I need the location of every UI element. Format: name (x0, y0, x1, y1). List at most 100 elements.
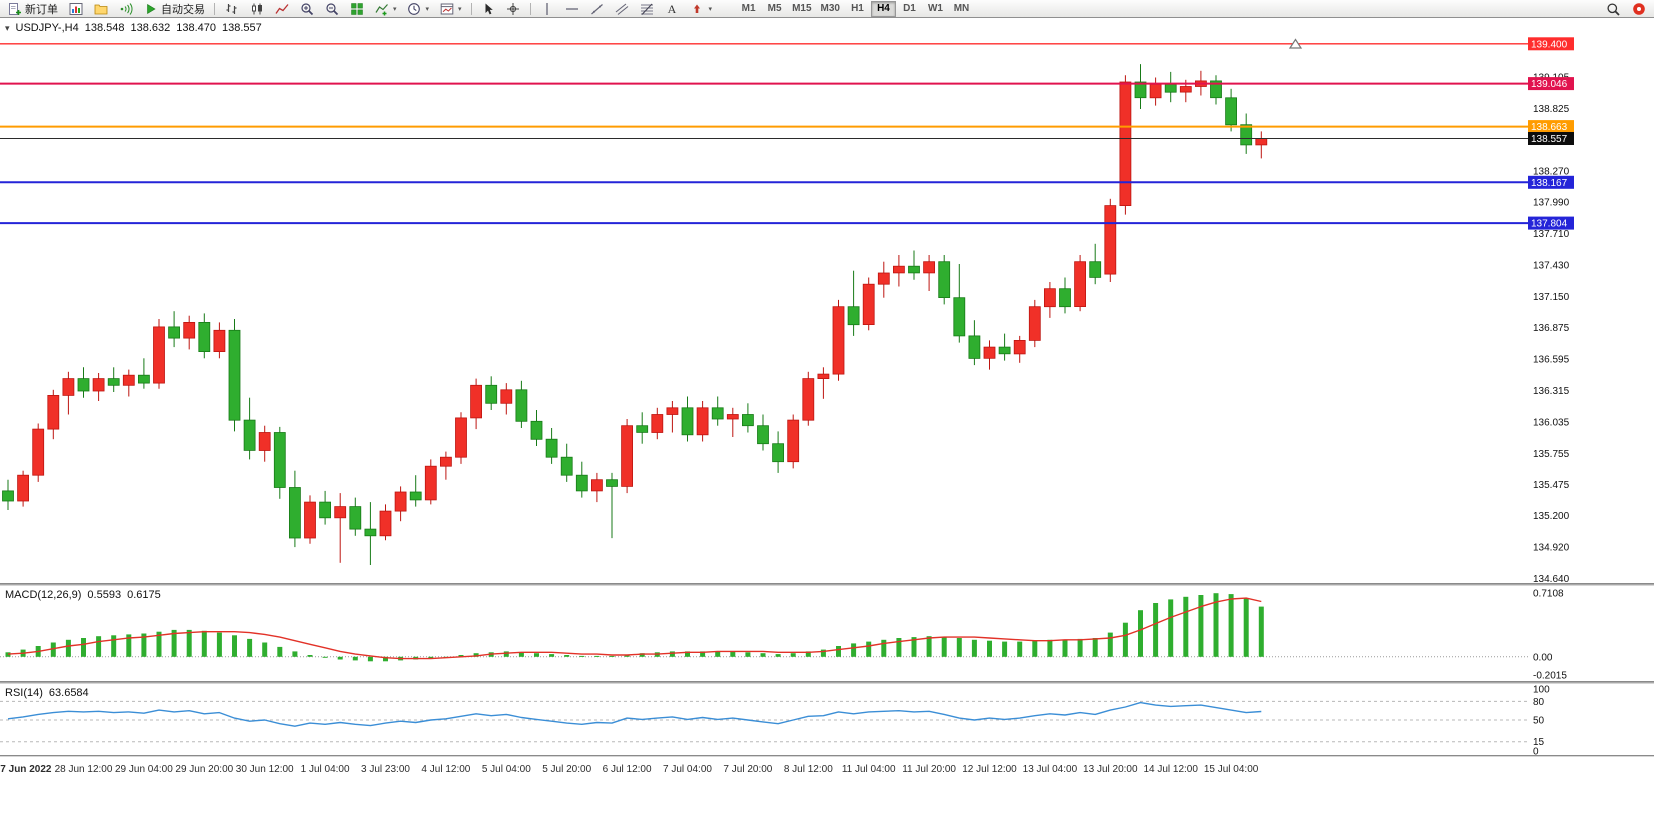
chart-shift-marker[interactable] (1288, 38, 1303, 49)
price-tag: 137.804 (1528, 216, 1574, 230)
candlestick-chart-button[interactable] (245, 1, 268, 17)
trendline-button[interactable] (586, 1, 609, 17)
macd-histogram (5, 593, 1264, 662)
macd-name: MACD(12,26,9) (5, 589, 82, 601)
macd-signal-line (7, 597, 1262, 660)
svg-text:137.990: 137.990 (1533, 198, 1570, 209)
crosshair-button[interactable] (502, 1, 525, 17)
time-label: 13 Jul 20:00 (1083, 764, 1138, 775)
svg-text:135.755: 135.755 (1533, 449, 1570, 460)
fibonacci-icon (640, 1, 655, 16)
rsi-line (7, 701, 1262, 727)
line-chart-button[interactable] (270, 1, 293, 17)
indicators-icon (374, 1, 389, 16)
auto-trading-button[interactable]: 自动交易 (139, 1, 209, 17)
svg-text:-0.2015: -0.2015 (1533, 670, 1567, 681)
toolbar-separator (214, 2, 215, 15)
timeframe-button-w1[interactable]: W1 (923, 1, 948, 17)
dropdown-caret-icon: ▾ (393, 5, 397, 13)
svg-text:138.167: 138.167 (1531, 178, 1568, 189)
main-chart-canvas[interactable]: 139.105138.825138.270137.990137.710137.4… (0, 18, 1654, 586)
time-label: 11 Jul 20:00 (902, 764, 956, 775)
clock-icon (407, 1, 422, 16)
svg-text:137.710: 137.710 (1533, 229, 1570, 240)
svg-text:134.640: 134.640 (1533, 574, 1570, 583)
time-label: 5 Jul 04:00 (481, 764, 531, 775)
tile-windows-button[interactable] (345, 1, 368, 17)
timeframe-button-m5[interactable]: M5 (762, 1, 787, 17)
arrows-button[interactable]: ▾ (686, 1, 717, 17)
indicators-button[interactable]: ▾ (370, 1, 401, 17)
hline-objects[interactable]: 139.400 139.046 138.663 138.167 137.804 (0, 37, 1574, 230)
template-icon (439, 1, 454, 16)
time-label: 14 Jul 12:00 (1143, 764, 1198, 775)
price-tag: 138.557 (1528, 132, 1574, 145)
rsi-name: RSI(14) (5, 687, 43, 699)
timeframe-button-h1[interactable]: H1 (845, 1, 870, 17)
chart-window-button[interactable] (64, 1, 87, 17)
timeframe-button-m1[interactable]: M1 (736, 1, 761, 17)
macd-canvas[interactable]: 0.7108 0.00 -0.2015 (0, 586, 1654, 681)
svg-text:A: A (668, 2, 677, 16)
svg-text:0.7108: 0.7108 (1533, 589, 1564, 600)
collapse-chart-arrow-icon[interactable]: ▾ (5, 22, 10, 33)
time-label: 29 Jun 20:00 (175, 764, 234, 775)
new-order-button[interactable]: 新订单 (3, 1, 62, 17)
toolbar-right-icons (1601, 1, 1651, 17)
pane-divider[interactable] (0, 755, 1654, 757)
time-label: 3 Jul 23:00 (361, 764, 410, 775)
fibonacci-button[interactable] (636, 1, 659, 17)
dropdown-caret-icon: ▾ (708, 5, 713, 13)
search-icon (1605, 1, 1620, 16)
horizontal-line-button[interactable] (561, 1, 584, 17)
tile-windows-icon (349, 1, 364, 16)
time-axis[interactable]: 27 Jun 2022 28 Jun 12:00 29 Jun 04:00 29 Ju… (0, 757, 1654, 782)
pane-divider[interactable] (0, 583, 1654, 586)
svg-text:100: 100 (1533, 685, 1550, 696)
profiles-button[interactable] (89, 1, 112, 17)
notification-icon[interactable] (1631, 1, 1646, 16)
timeframe-button-d1[interactable]: D1 (897, 1, 922, 17)
svg-text:138.270: 138.270 (1533, 166, 1570, 177)
time-label: 27 Jun 2022 (0, 764, 52, 775)
arrow-object-icon (690, 1, 705, 16)
search-button[interactable] (1601, 1, 1624, 17)
main-chart-pane[interactable]: 139.105138.825138.270137.990137.710137.4… (0, 18, 1654, 586)
svg-text:134.920: 134.920 (1533, 543, 1570, 554)
time-label: 15 Jul 04:00 (1203, 764, 1259, 775)
svg-text:50: 50 (1533, 716, 1545, 727)
rsi-pane[interactable]: 100 80 50 15 0 RSI(14) 63.6584 (0, 684, 1654, 758)
price-axis[interactable]: 139.105138.825138.270137.990137.710137.4… (1533, 73, 1570, 586)
timeframe-button-h4[interactable]: H4 (870, 0, 896, 17)
svg-text:136.315: 136.315 (1533, 386, 1570, 397)
cursor-button[interactable] (477, 1, 500, 17)
text-label-icon: A (665, 1, 680, 16)
time-label: 29 Jun 04:00 (114, 764, 173, 775)
macd-signal-value: 0.6175 (127, 589, 161, 601)
text-button[interactable]: A (661, 1, 684, 17)
toolbar-separator (470, 2, 472, 15)
macd-axis[interactable]: 0.7108 0.00 -0.2015 (1533, 589, 1567, 682)
periods-button[interactable]: ▾ (403, 1, 434, 17)
timeframe-button-m15[interactable]: M15 (788, 1, 815, 17)
vertical-line-icon (540, 1, 555, 16)
pane-divider[interactable] (0, 681, 1654, 684)
channel-button[interactable] (611, 1, 634, 17)
chart-open-value: 138.548 (84, 22, 125, 34)
svg-text:135.200: 135.200 (1533, 511, 1570, 522)
timeframe-button-m30[interactable]: M30 (817, 1, 844, 17)
time-label: 12 Jul 12:00 (962, 764, 1017, 775)
vertical-line-button[interactable] (536, 1, 559, 17)
price-tag: 138.167 (1528, 175, 1574, 189)
zoom-in-button[interactable] (295, 1, 318, 17)
bar-chart-button[interactable] (220, 1, 243, 17)
alerts-button[interactable] (114, 1, 137, 17)
templates-button[interactable]: ▾ (435, 1, 466, 17)
rsi-level-lines (0, 700, 1528, 743)
macd-pane[interactable]: 0.7108 0.00 -0.2015 MACD(12,26,9) 0.5593 0… (0, 586, 1654, 681)
zoom-out-button[interactable] (320, 1, 343, 17)
timeframe-button-mn[interactable]: MN (949, 1, 974, 17)
svg-text:136.875: 136.875 (1533, 323, 1570, 334)
